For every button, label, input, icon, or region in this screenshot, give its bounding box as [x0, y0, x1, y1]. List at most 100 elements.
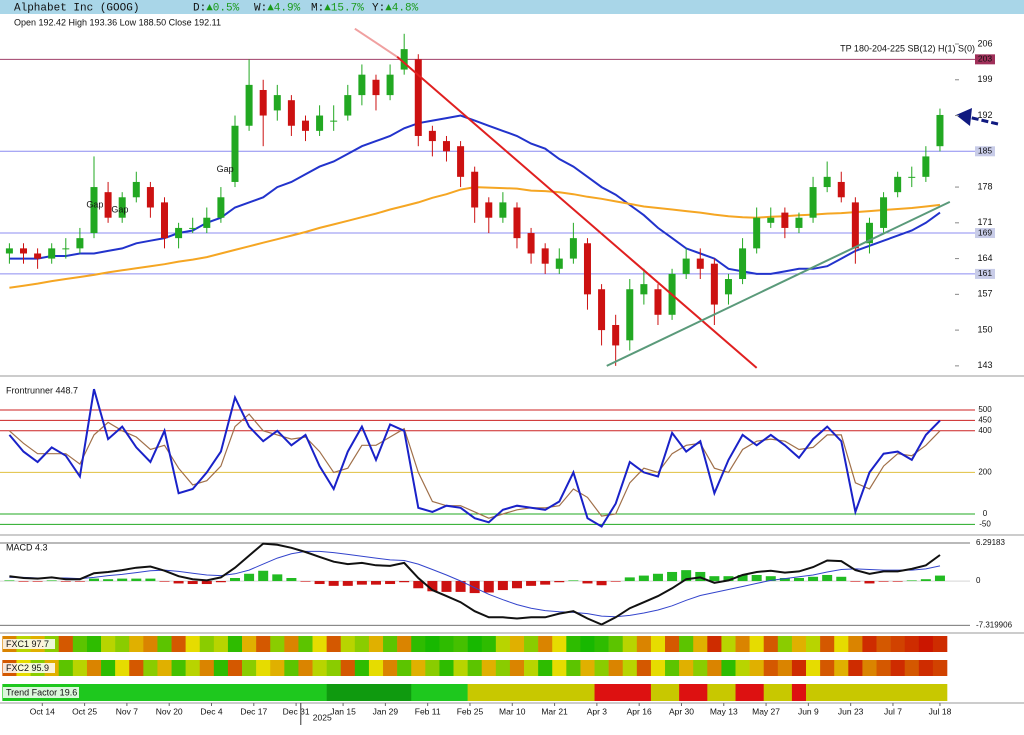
- histogram-bar: [103, 579, 114, 582]
- heat-cell: [439, 636, 454, 652]
- heat-cell: [213, 636, 229, 652]
- arrow-head: [956, 108, 972, 126]
- trend-segment: [806, 684, 948, 701]
- heat-cell: [932, 660, 948, 676]
- heat-cell: [806, 660, 821, 676]
- trend-segment: [594, 684, 652, 701]
- candle-body: [76, 238, 84, 249]
- candle-body: [90, 187, 98, 234]
- annotation: Gap: [111, 204, 128, 214]
- candle-body: [273, 95, 281, 111]
- heat-cell: [72, 660, 88, 676]
- candle-body: [809, 187, 817, 218]
- heat-cell: [862, 636, 877, 652]
- histogram-bar: [385, 581, 396, 585]
- heat-cell: [763, 660, 779, 676]
- heat-cell: [594, 636, 609, 652]
- histogram-bar: [723, 576, 734, 582]
- x-tick-label: Jun 23: [838, 706, 864, 716]
- heat-cell: [143, 660, 158, 676]
- candle-body: [34, 253, 42, 259]
- histogram-bar: [610, 581, 621, 582]
- histogram-bar: [427, 581, 438, 592]
- level-label: 203: [978, 54, 992, 64]
- heat-cell: [679, 636, 694, 652]
- level-label: 161: [978, 268, 992, 278]
- candle-body: [908, 176, 916, 178]
- candle-body: [485, 202, 493, 218]
- histogram-bar: [554, 581, 565, 583]
- heat-cell: [86, 660, 102, 676]
- heat-cell: [791, 636, 807, 652]
- x-tick-label: Jan 15: [330, 706, 356, 716]
- candle-body: [132, 181, 140, 198]
- x-tick-label: Dec 4: [200, 706, 222, 716]
- heat-cell: [580, 660, 595, 676]
- heat-cell: [72, 636, 88, 652]
- heat-cell: [298, 636, 313, 652]
- heat-cell: [227, 636, 243, 652]
- candle-body: [739, 248, 747, 280]
- histogram-bar: [892, 581, 903, 582]
- arrow-shaft: [967, 115, 999, 126]
- heat-cell: [806, 636, 821, 652]
- strip-label-box: [3, 687, 79, 698]
- histogram-bar: [878, 581, 889, 582]
- heat-cell: [171, 660, 186, 676]
- y-tick-label: 143: [977, 360, 992, 370]
- histogram-bar: [370, 581, 381, 585]
- heat-cell: [312, 660, 327, 676]
- heat-cell: [58, 660, 74, 676]
- candle-body: [19, 248, 27, 254]
- heat-cell: [749, 636, 765, 652]
- header-change: M:▲15.7%: [311, 2, 364, 14]
- heat-cell: [481, 660, 497, 676]
- y-tick-label: 150: [977, 324, 992, 334]
- histogram-bar: [469, 581, 480, 594]
- heat-cell: [622, 636, 638, 652]
- strip-label-box: [3, 639, 55, 649]
- x-tick-label: Apr 16: [627, 706, 652, 716]
- header-bar: [0, 0, 1024, 14]
- heat-cell: [622, 660, 638, 676]
- candle-body: [344, 95, 352, 116]
- histogram-bar: [215, 581, 226, 583]
- heat-cell: [199, 636, 215, 652]
- trend-segment: [2, 684, 327, 701]
- heat-cell: [707, 660, 722, 676]
- heat-cell: [918, 636, 934, 652]
- candle-body: [583, 243, 591, 295]
- change-value: ▲4.9%: [267, 2, 300, 14]
- heat-cell: [735, 660, 750, 676]
- candle-body: [837, 181, 845, 198]
- heat-cell: [848, 636, 863, 652]
- candle-body: [527, 233, 535, 254]
- trend-segment: [763, 684, 793, 701]
- heat-cell: [820, 660, 835, 676]
- x-tick-label: Nov 7: [116, 706, 138, 716]
- heat-cell: [256, 660, 271, 676]
- heat-cell: [227, 660, 243, 676]
- histogram-bar: [201, 581, 212, 585]
- header-change: W:▲4.9%: [254, 2, 301, 14]
- candle-body: [372, 79, 380, 96]
- candle-body: [330, 120, 338, 122]
- histogram-bar: [497, 581, 508, 591]
- year-label: 2025: [313, 712, 332, 722]
- heat-cell: [608, 660, 624, 676]
- change-label: Y:: [372, 2, 385, 14]
- x-tick-label: Apr 3: [587, 706, 608, 716]
- macd-line: [9, 542, 941, 626]
- histogram-bar: [441, 581, 452, 592]
- x-tick-label: May 27: [752, 706, 780, 716]
- x-tick-label: Nov 20: [156, 706, 183, 716]
- annotation: Gap: [86, 199, 103, 209]
- heat-cell: [791, 660, 807, 676]
- histogram-bar: [272, 574, 283, 582]
- candle-body: [160, 202, 168, 239]
- candle-body: [936, 114, 944, 147]
- trend-segment: [467, 684, 595, 701]
- candle-body: [626, 289, 634, 341]
- heat-cell: [509, 636, 525, 652]
- y-tick-label: 178: [977, 181, 992, 191]
